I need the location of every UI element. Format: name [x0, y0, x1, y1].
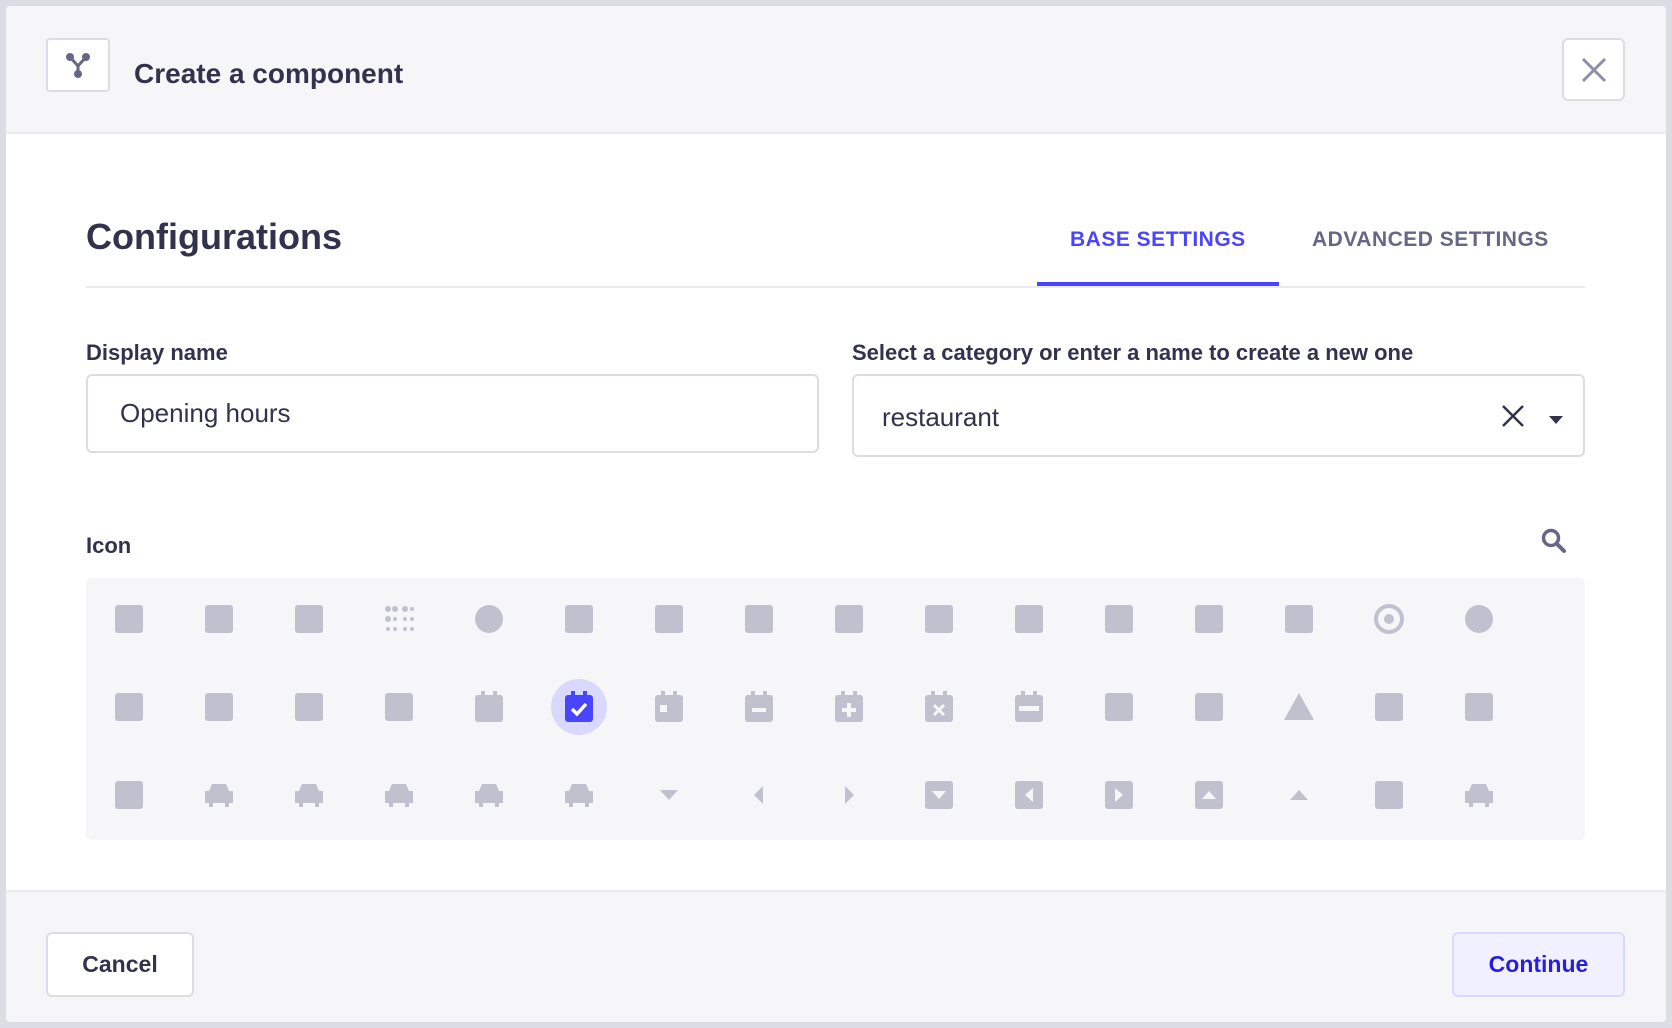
bus-icon[interactable]: [101, 679, 157, 735]
caret-right-icon[interactable]: [821, 767, 877, 823]
burn-icon[interactable]: [1451, 591, 1507, 647]
briefcase-medical-icon[interactable]: [731, 591, 787, 647]
modal-footer: Cancel Continue: [6, 890, 1666, 1022]
modal-header: Create a component: [6, 6, 1666, 134]
box-open-icon[interactable]: [191, 591, 247, 647]
category-select[interactable]: restaurant: [852, 374, 1585, 457]
broom-icon[interactable]: [911, 591, 967, 647]
caret-square-down-icon[interactable]: [911, 767, 967, 823]
bread-slice-icon[interactable]: [551, 591, 607, 647]
car-battery-icon[interactable]: [371, 767, 427, 823]
component-icon: [46, 38, 110, 92]
calendar-day-icon[interactable]: [641, 679, 697, 735]
business-time-icon[interactable]: [281, 679, 337, 735]
icon-label: Icon: [86, 533, 132, 558]
calendar-check-icon[interactable]: [551, 679, 607, 735]
caret-left-icon[interactable]: [731, 767, 787, 823]
tabs-divider: [86, 286, 1585, 288]
building-icon[interactable]: [1181, 591, 1237, 647]
caret-down-icon[interactable]: [641, 767, 697, 823]
create-component-modal: Create a component Configurations BASE S…: [6, 6, 1666, 1022]
icon-grid: [86, 578, 1585, 840]
bullseye-icon[interactable]: [1361, 591, 1417, 647]
close-button[interactable]: [1562, 38, 1625, 101]
caret-square-right-icon[interactable]: [1091, 767, 1147, 823]
continue-button[interactable]: Continue: [1452, 932, 1625, 997]
calendar-plus-icon[interactable]: [821, 679, 877, 735]
caret-square-left-icon[interactable]: [1001, 767, 1057, 823]
clear-icon[interactable]: [1501, 404, 1525, 433]
calendar-week-icon[interactable]: [1001, 679, 1057, 735]
calendar-times-icon[interactable]: [911, 679, 967, 735]
car-icon[interactable]: [191, 767, 247, 823]
display-name-input[interactable]: [86, 374, 819, 453]
bus-alt-icon[interactable]: [191, 679, 247, 735]
camera-icon[interactable]: [1091, 679, 1147, 735]
capsules-icon[interactable]: [101, 767, 157, 823]
caret-up-icon[interactable]: [1271, 767, 1327, 823]
campground-icon[interactable]: [1271, 679, 1327, 735]
calendar-minus-icon[interactable]: [731, 679, 787, 735]
tab-advanced-settings[interactable]: ADVANCED SETTINGS: [1312, 228, 1549, 251]
bullhorn-icon[interactable]: [1271, 591, 1327, 647]
cancel-button[interactable]: Cancel: [46, 932, 194, 997]
category-label: Select a category or enter a name to cre…: [852, 340, 1414, 365]
car-crash-icon[interactable]: [461, 767, 517, 823]
brain-icon[interactable]: [461, 591, 517, 647]
camera-retro-icon[interactable]: [1181, 679, 1237, 735]
car-side-icon[interactable]: [551, 767, 607, 823]
brush-icon[interactable]: [1001, 591, 1057, 647]
display-name-label: Display name: [86, 340, 228, 365]
search-icon[interactable]: [1541, 528, 1567, 559]
broadcast-tower-icon[interactable]: [821, 591, 877, 647]
bug-icon[interactable]: [1091, 591, 1147, 647]
cannabis-icon[interactable]: [1451, 679, 1507, 735]
category-value: restaurant: [882, 402, 1000, 432]
car-alt-icon[interactable]: [281, 767, 337, 823]
briefcase-icon[interactable]: [641, 591, 697, 647]
box-icon[interactable]: [101, 591, 157, 647]
close-icon: [1581, 57, 1606, 82]
calendar-icon[interactable]: [461, 679, 517, 735]
cart-plus-icon[interactable]: [1451, 767, 1507, 823]
calculator-icon[interactable]: [371, 679, 427, 735]
caret-square-up-icon[interactable]: [1181, 767, 1237, 823]
carrot-icon[interactable]: [1361, 767, 1417, 823]
candy-cane-icon[interactable]: [1361, 679, 1417, 735]
section-title: Configurations: [86, 216, 342, 257]
active-tab-indicator: [1037, 282, 1279, 286]
braille-icon[interactable]: [371, 591, 427, 647]
tab-base-settings[interactable]: BASE SETTINGS: [1070, 228, 1246, 251]
chevron-down-icon[interactable]: [1549, 412, 1563, 430]
modal-title: Create a component: [134, 58, 404, 89]
boxes-icon[interactable]: [281, 591, 337, 647]
